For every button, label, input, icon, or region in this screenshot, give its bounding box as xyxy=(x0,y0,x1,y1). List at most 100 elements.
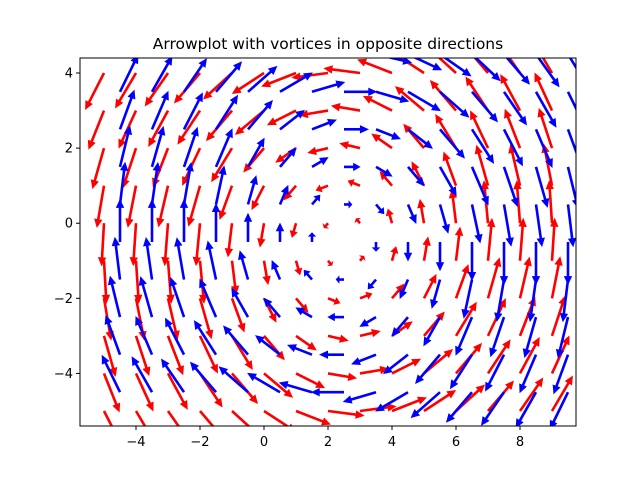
quiver-arrow xyxy=(518,377,544,412)
quiver-arrow xyxy=(371,133,393,150)
quiver-arrow xyxy=(481,391,506,426)
y-tick-label: −4 xyxy=(54,367,73,382)
quiver-arrow xyxy=(422,273,437,299)
x-tick-label: 8 xyxy=(516,435,524,450)
quiver-arrow xyxy=(513,180,522,224)
quiver-arrow xyxy=(344,162,361,172)
quiver-arrow xyxy=(307,146,329,156)
quiver-arrow xyxy=(263,372,294,398)
quiver-arrow xyxy=(310,388,344,397)
quiver-arrow xyxy=(327,372,358,381)
quiver-arrow xyxy=(407,90,441,112)
quiver-arrow xyxy=(230,260,240,295)
quiver-arrow xyxy=(359,315,377,327)
quiver-arrow xyxy=(102,335,118,377)
quiver-arrow xyxy=(559,279,570,323)
quiver-arrow xyxy=(263,297,281,318)
quiver-arrow xyxy=(90,147,106,190)
quiver-arrow xyxy=(541,58,554,74)
quiver-arrow xyxy=(198,335,218,374)
quiver-arrow xyxy=(169,277,186,318)
quiver-arrow xyxy=(311,157,329,169)
quiver-arrow xyxy=(502,204,514,247)
quiver-arrow xyxy=(375,391,409,412)
quiver-arrow xyxy=(422,236,431,261)
quiver-arrow xyxy=(311,194,321,206)
quiver-arrow xyxy=(205,240,218,280)
quiver-arrow xyxy=(351,353,377,366)
quiver-arrow xyxy=(279,147,297,168)
quiver-arrow xyxy=(161,358,186,393)
quiver-arrow xyxy=(327,297,341,305)
quiver-arrow xyxy=(339,141,361,150)
quiver-arrow xyxy=(247,100,273,131)
quiver-arrow xyxy=(125,185,138,228)
quiver-arrow xyxy=(166,372,188,410)
quiver-arrow xyxy=(150,90,169,130)
quiver-arrow xyxy=(489,316,506,358)
quiver-arrow xyxy=(359,255,366,262)
quiver-arrow xyxy=(193,320,218,356)
quiver-arrow xyxy=(166,260,175,304)
quiver-arrow xyxy=(261,71,297,88)
arrow-field xyxy=(85,58,576,426)
quiver-arrow xyxy=(118,58,139,93)
quiver-arrow xyxy=(199,410,215,426)
quiver-arrow xyxy=(115,72,138,109)
quiver-arrow xyxy=(518,336,540,375)
quiver-arrow xyxy=(214,165,227,205)
quiver-arrow xyxy=(156,185,170,228)
quiver-arrow xyxy=(563,242,573,286)
quiver-arrow xyxy=(399,279,410,300)
axis-ticks: −4 −2 0 2 4 6 8 −4 −2 0 2 4 xyxy=(54,67,524,450)
quiver-arrow xyxy=(199,278,218,318)
quiver-arrow xyxy=(430,279,442,309)
quiver-arrow xyxy=(344,125,369,134)
quiver-arrow xyxy=(214,128,233,168)
quiver-arrow xyxy=(375,165,393,177)
quiver-arrow xyxy=(550,256,563,299)
y-tick-label: 0 xyxy=(65,217,73,232)
quiver-arrow xyxy=(470,110,490,149)
quiver-arrow xyxy=(246,137,265,168)
quiver-arrow xyxy=(215,61,243,93)
quiver-arrow xyxy=(218,366,249,394)
quiver-arrow xyxy=(386,58,413,65)
quiver-arrow xyxy=(423,390,457,413)
quiver-arrow xyxy=(403,242,413,262)
quiver-arrow xyxy=(344,87,378,96)
quiver-arrow xyxy=(322,222,329,229)
quiver-arrow xyxy=(537,107,554,149)
quiver-arrow xyxy=(238,250,250,280)
quiver-arrow xyxy=(166,410,181,426)
quiver-arrow xyxy=(474,58,501,82)
quiver-arrow xyxy=(354,217,361,225)
quiver-arrow xyxy=(87,110,106,150)
quiver-arrow xyxy=(454,301,477,337)
quiver-arrow xyxy=(182,126,199,168)
quiver-arrow xyxy=(150,58,173,93)
quiver-arrow xyxy=(439,128,465,159)
quiver-arrow xyxy=(255,335,281,356)
quiver-arrow xyxy=(224,223,234,258)
quiver-arrow xyxy=(192,223,202,267)
quiver-arrow xyxy=(555,316,570,359)
quiver-arrow xyxy=(278,380,313,394)
quiver-arrow xyxy=(150,161,161,205)
quiver-arrow xyxy=(423,316,442,347)
quiver-arrow xyxy=(470,128,495,164)
quiver-arrow xyxy=(448,189,458,224)
quiver-arrow xyxy=(166,335,184,376)
quiver-arrow xyxy=(362,95,393,112)
quiver-arrow xyxy=(189,361,217,394)
quiver-arrow xyxy=(311,80,346,94)
quiver-arrow xyxy=(275,222,285,242)
quiver-arrow xyxy=(279,109,305,131)
quiver-arrow xyxy=(407,128,433,149)
quiver-arrow xyxy=(218,185,234,220)
quiver-arrow xyxy=(311,118,337,131)
quiver-arrow xyxy=(198,260,208,304)
quiver-arrow xyxy=(438,166,457,197)
quiver-arrow xyxy=(461,279,474,319)
